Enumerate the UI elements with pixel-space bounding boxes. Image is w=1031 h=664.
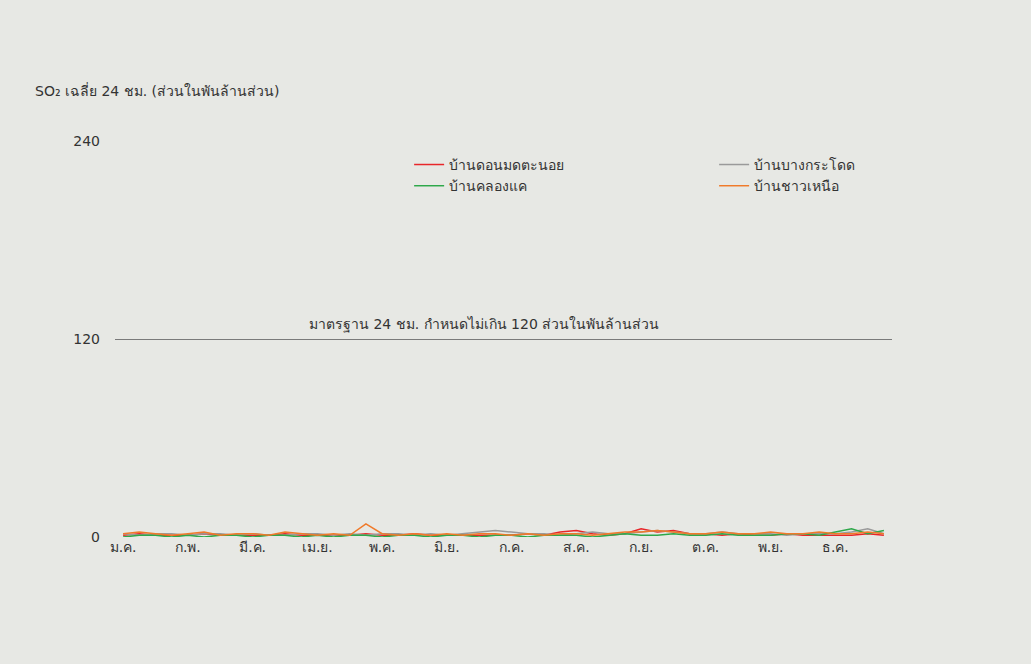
svg-text:บ้านคลองแค: บ้านคลองแค: [449, 178, 527, 194]
svg-text:เม.ย.: เม.ย.: [302, 539, 333, 555]
svg-text:ก.พ.: ก.พ.: [175, 539, 201, 555]
svg-text:พ.ย.: พ.ย.: [758, 539, 784, 555]
svg-text:มิ.ย.: มิ.ย.: [434, 539, 460, 555]
svg-text:บ้านชาวเหนือ: บ้านชาวเหนือ: [754, 178, 839, 194]
svg-text:บ้านบางกระโดด: บ้านบางกระโดด: [754, 157, 855, 173]
svg-text:บ้านดอนมดตะนอย: บ้านดอนมดตะนอย: [449, 157, 564, 173]
svg-text:มี.ค.: มี.ค.: [239, 539, 266, 555]
svg-text:ส.ค.: ส.ค.: [563, 539, 590, 555]
svg-text:ต.ค.: ต.ค.: [692, 539, 719, 555]
svg-text:ก.ย.: ก.ย.: [629, 539, 654, 555]
svg-text:ก.ค.: ก.ค.: [499, 539, 525, 555]
svg-text:ธ.ค.: ธ.ค.: [822, 539, 849, 555]
svg-text:240: 240: [73, 133, 100, 149]
svg-text:0: 0: [91, 529, 100, 545]
svg-text:120: 120: [73, 331, 100, 347]
svg-text:มาตรฐาน 24 ชม. กำหนดไม่เกิน 12: มาตรฐาน 24 ชม. กำหนดไม่เกิน 120 ส่วนในพั…: [309, 316, 659, 333]
svg-text:SO₂ เฉลี่ย 24 ชม. (ส่วนในพันล้: SO₂ เฉลี่ย 24 ชม. (ส่วนในพันล้านส่วน): [35, 82, 280, 99]
svg-text:ม.ค.: ม.ค.: [110, 539, 137, 555]
svg-text:พ.ค.: พ.ค.: [369, 539, 396, 555]
